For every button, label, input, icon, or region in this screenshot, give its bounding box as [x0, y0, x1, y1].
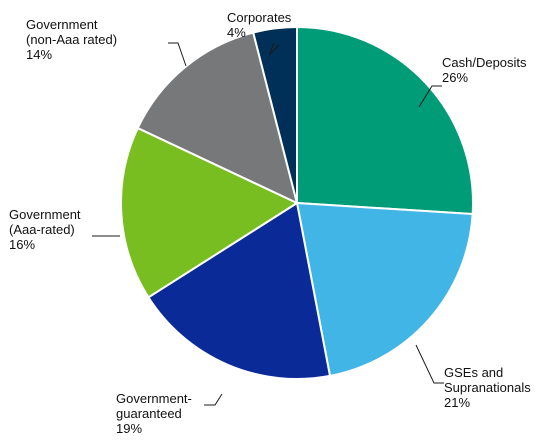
slice-government-non-aaa-label-line: 14% — [26, 47, 52, 62]
slice-corporates-label: Corporates 4% — [227, 10, 292, 40]
slice-gses-supranationals-label-line: 21% — [444, 395, 470, 410]
slice-government-guaranteed — [147, 201, 332, 380]
slice-government-aaa-label-line: (Aaa-rated) — [9, 222, 75, 237]
slice-government-non-aaa — [136, 31, 299, 205]
slice-gses-supranationals-label-line: GSEs and — [444, 365, 503, 380]
slice-government-guaranteed-label-line: Government- — [116, 391, 192, 406]
slice-corporates-leader-line — [268, 42, 280, 56]
slice-corporates — [252, 25, 298, 204]
slice-government-non-aaa-leader-line — [168, 42, 187, 67]
slice-government-non-aaa-label: Government (non-Aaa rated) 14% — [26, 17, 117, 62]
slice-government-guaranteed-label-line: 19% — [116, 421, 142, 436]
slice-government-guaranteed-label-line: guaranteed — [116, 406, 182, 421]
slice-government-aaa-label: Government (Aaa-rated) 16% — [9, 207, 81, 252]
slice-gses-supranationals-leader-line — [415, 344, 444, 384]
slice-gses-supranationals-label: GSEs and Supranationals 21% — [444, 365, 531, 410]
slice-government-non-aaa-label-line: (non-Aaa rated) — [26, 32, 117, 47]
slice-government-non-aaa-label-line: Government — [26, 17, 98, 32]
slice-cash-deposits — [296, 25, 474, 216]
slice-government-aaa-label-line: Government — [9, 207, 81, 222]
slice-corporates-label-line: Corporates — [227, 10, 292, 25]
slice-government-aaa — [120, 126, 300, 299]
slice-cash-deposits-label: Cash/Deposits 26% — [442, 55, 527, 85]
slice-gses-supranationals-label-line: Supranationals — [444, 380, 531, 395]
slice-gses-supranationals — [295, 201, 474, 378]
slice-cash-deposits-label-line: 26% — [442, 70, 468, 85]
slice-government-guaranteed-label: Government-guaranteed 19% — [116, 391, 192, 436]
slice-government-guaranteed-leader-line — [204, 393, 223, 406]
slice-government-aaa-label-line: 16% — [9, 237, 35, 252]
slice-cash-deposits-leader-line — [418, 85, 442, 108]
slice-cash-deposits-label-line: Cash/Deposits — [442, 55, 527, 70]
slice-corporates-label-line: 4% — [227, 25, 246, 40]
